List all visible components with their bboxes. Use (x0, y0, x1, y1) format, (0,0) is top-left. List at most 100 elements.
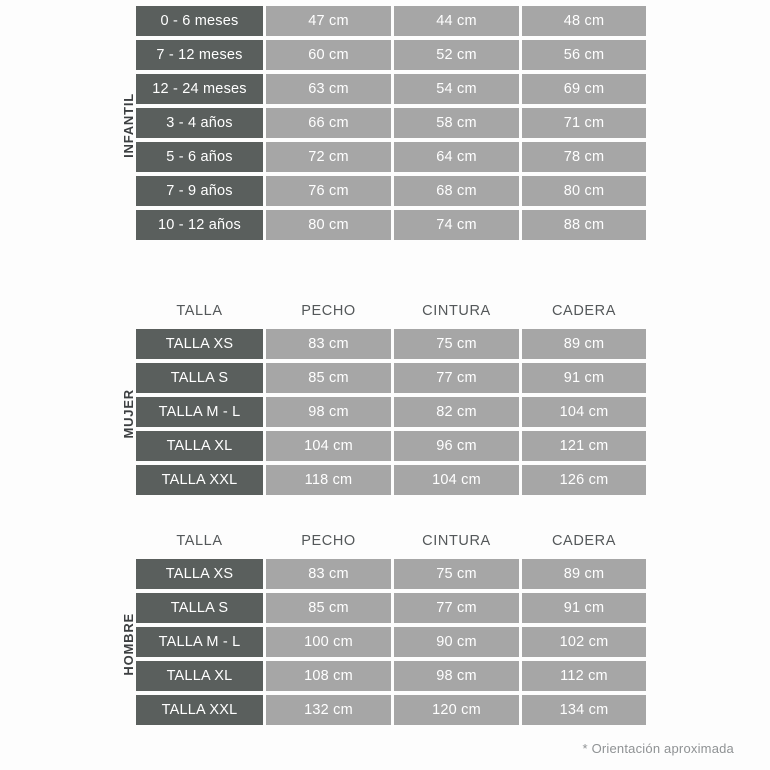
cell-pecho: 100 cm (266, 627, 391, 657)
column-header-cintura: CINTURA (394, 0, 519, 6)
table-row: TALLA S 85 cm 77 cm 91 cm (136, 363, 646, 393)
cell-cintura: 74 cm (394, 210, 519, 240)
table-row: 0 - 6 meses 47 cm 44 cm 48 cm (136, 6, 646, 36)
table-row: TALLA XS 83 cm 75 cm 89 cm (136, 559, 646, 589)
column-header-row: TALLA PECHO CINTURA CADERA (136, 300, 646, 322)
cell-cadera: 89 cm (522, 559, 646, 589)
cell-cintura: 58 cm (394, 108, 519, 138)
cell-pecho: 132 cm (266, 695, 391, 725)
table-row: 5 - 6 años 72 cm 64 cm 78 cm (136, 142, 646, 172)
table-body-infantil: 0 - 6 meses 47 cm 44 cm 48 cm 7 - 12 mes… (136, 6, 646, 244)
cell-cadera: 78 cm (522, 142, 646, 172)
column-header-talla: TALLA (176, 533, 223, 549)
column-header-row: TALLA PECHO CINTURA CADERA (136, 0, 646, 6)
cell-cintura: 90 cm (394, 627, 519, 657)
cell-cintura: 96 cm (394, 431, 519, 461)
cell-cadera: 112 cm (522, 661, 646, 691)
cell-cintura: 75 cm (394, 329, 519, 359)
cell-pecho: 85 cm (266, 363, 391, 393)
cell-talla: 12 - 24 meses (136, 74, 263, 104)
column-header-cintura: CINTURA (422, 533, 491, 549)
column-header-talla: TALLA (136, 0, 263, 6)
cell-cintura: 52 cm (394, 40, 519, 70)
table-row: 7 - 9 años 76 cm 68 cm 80 cm (136, 176, 646, 206)
group-label-hombre: HOMBRE (0, 559, 136, 729)
cell-pecho: 118 cm (266, 465, 391, 495)
cell-talla: TALLA XL (136, 431, 263, 461)
cell-cadera: 91 cm (522, 363, 646, 393)
cell-cadera: 102 cm (522, 627, 646, 657)
table-row: 12 - 24 meses 63 cm 54 cm 69 cm (136, 74, 646, 104)
table-body-hombre: TALLA XS 83 cm 75 cm 89 cm TALLA S 85 cm… (136, 559, 646, 729)
cell-cadera: 69 cm (522, 74, 646, 104)
group-label-mujer: MUJER (0, 329, 136, 499)
cell-cintura: 68 cm (394, 176, 519, 206)
cell-talla: TALLA XXL (136, 695, 263, 725)
table-row: TALLA XL 104 cm 96 cm 121 cm (136, 431, 646, 461)
cell-pecho: 80 cm (266, 210, 391, 240)
cell-cintura: 120 cm (394, 695, 519, 725)
cell-cintura: 98 cm (394, 661, 519, 691)
cell-talla: TALLA XL (136, 661, 263, 691)
column-header-pecho: PECHO (301, 533, 356, 549)
column-header-row: TALLA PECHO CINTURA CADERA (136, 530, 646, 552)
cell-talla: 0 - 6 meses (136, 6, 263, 36)
cell-talla: 7 - 9 años (136, 176, 263, 206)
cell-talla: TALLA XS (136, 329, 263, 359)
cell-cadera: 56 cm (522, 40, 646, 70)
column-header-pecho: PECHO (266, 0, 391, 6)
cell-cintura: 64 cm (394, 142, 519, 172)
column-header-cadera: CADERA (551, 533, 617, 549)
table-row: TALLA XXL 118 cm 104 cm 126 cm (136, 465, 646, 495)
cell-talla: TALLA M - L (136, 397, 263, 427)
cell-talla: TALLA M - L (136, 627, 263, 657)
cell-cadera: 71 cm (522, 108, 646, 138)
cell-talla: TALLA XS (136, 559, 263, 589)
table-row: 3 - 4 años 66 cm 58 cm 71 cm (136, 108, 646, 138)
table-row: TALLA XXL 132 cm 120 cm 134 cm (136, 695, 646, 725)
cell-talla: TALLA XXL (136, 465, 263, 495)
table-row: 10 - 12 años 80 cm 74 cm 88 cm (136, 210, 646, 240)
cell-cadera: 88 cm (522, 210, 646, 240)
cell-pecho: 76 cm (266, 176, 391, 206)
cell-cadera: 48 cm (522, 6, 646, 36)
cell-cintura: 75 cm (394, 559, 519, 589)
table-row: TALLA M - L 100 cm 90 cm 102 cm (136, 627, 646, 657)
cell-cadera: 89 cm (522, 329, 646, 359)
cell-cadera: 91 cm (522, 593, 646, 623)
column-header-talla: TALLA (176, 303, 223, 319)
cell-pecho: 108 cm (266, 661, 391, 691)
cell-talla: TALLA S (136, 363, 263, 393)
cell-cintura: 104 cm (394, 465, 519, 495)
cell-pecho: 83 cm (266, 559, 391, 589)
cell-cadera: 134 cm (522, 695, 646, 725)
table-row: TALLA XS 83 cm 75 cm 89 cm (136, 329, 646, 359)
cell-pecho: 104 cm (266, 431, 391, 461)
cell-pecho: 66 cm (266, 108, 391, 138)
table-row: TALLA S 85 cm 77 cm 91 cm (136, 593, 646, 623)
column-header-pecho: PECHO (301, 303, 356, 319)
column-header-cadera: CADERA (522, 0, 646, 6)
cell-cadera: 126 cm (522, 465, 646, 495)
cell-talla: 7 - 12 meses (136, 40, 263, 70)
column-header-cadera: CADERA (551, 303, 617, 319)
cell-pecho: 85 cm (266, 593, 391, 623)
footnote: * Orientación aproximada (582, 741, 734, 756)
cell-talla: TALLA S (136, 593, 263, 623)
cell-cadera: 104 cm (522, 397, 646, 427)
cell-talla: 10 - 12 años (136, 210, 263, 240)
table-row: 7 - 12 meses 60 cm 52 cm 56 cm (136, 40, 646, 70)
cell-pecho: 72 cm (266, 142, 391, 172)
cell-cadera: 121 cm (522, 431, 646, 461)
cell-cadera: 80 cm (522, 176, 646, 206)
table-row: TALLA XL 108 cm 98 cm 112 cm (136, 661, 646, 691)
cell-pecho: 60 cm (266, 40, 391, 70)
cell-cintura: 77 cm (394, 363, 519, 393)
cell-talla: 3 - 4 años (136, 108, 263, 138)
table-row: TALLA M - L 98 cm 82 cm 104 cm (136, 397, 646, 427)
group-label-text: HOMBRE (121, 612, 136, 676)
group-label-infantil: INFANTIL (0, 6, 136, 244)
table-body-mujer: TALLA XS 83 cm 75 cm 89 cm TALLA S 85 cm… (136, 329, 646, 499)
cell-cintura: 82 cm (394, 397, 519, 427)
